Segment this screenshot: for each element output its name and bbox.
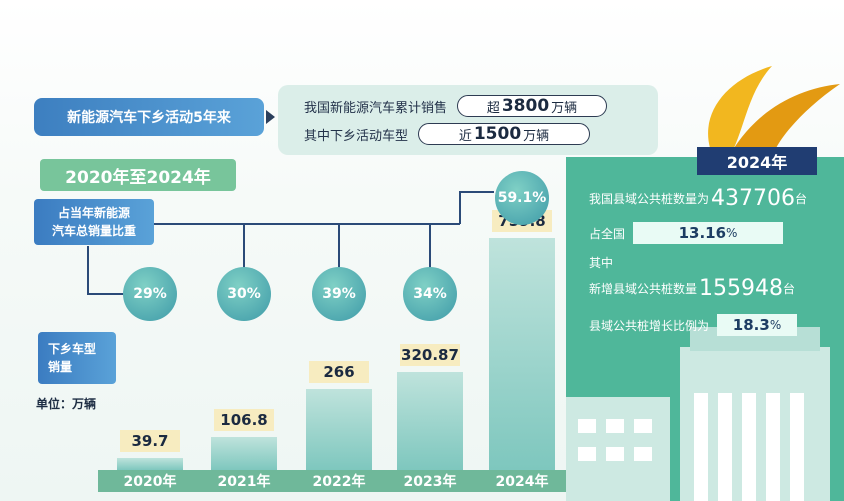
county-chargers-value: 437706 [711, 186, 795, 211]
rural-sales-value-box: 近 1500 万辆 [418, 123, 591, 145]
x-tick-label-5: 2024年 [495, 474, 549, 490]
county-chargers-stat: 我国县域公共桩数量为 437706 台 [589, 186, 807, 211]
rural-sales-unit: 万辆 [523, 128, 550, 144]
banner-arrow-icon [266, 110, 275, 124]
among-them-label: 其中 [589, 254, 613, 271]
among-them-text: 其中 [589, 256, 614, 270]
share-label-line2: 汽车总销量比重 [51, 224, 136, 238]
share-label: 占当年新能源 汽车总销量比重 [34, 199, 154, 245]
share-label-line1: 占当年新能源 [57, 206, 130, 220]
cumulative-sales-prefix: 超 [486, 100, 500, 116]
x-tick-label-1: 2020年 [123, 474, 177, 490]
growth-rate-value: 18.3 [732, 316, 770, 334]
share-circle-5: 59.1% [495, 171, 549, 225]
cumulative-sales-value: 3800 [501, 96, 550, 116]
new-chargers-unit: 台 [783, 282, 796, 296]
growth-rate-text: 县域公共桩增长比例为 [589, 318, 710, 333]
unit-label: 单位：万辆 [36, 397, 97, 411]
sales-label: 下乡车型 销量 [38, 332, 116, 384]
period-label: 2020年至2024年 [40, 159, 236, 191]
bar-value-label-3: 266 [309, 360, 369, 383]
new-chargers-value: 155948 [699, 276, 783, 301]
leaf-icon [708, 66, 840, 148]
county-chargers-text: 我国县域公共桩数量为 [589, 192, 710, 206]
national-share-stat: 占全国 13.16 % [589, 222, 784, 244]
bar-3 [306, 388, 372, 470]
cumulative-sales-unit: 万辆 [551, 100, 578, 116]
bar-value-label-2: 106.8 [214, 409, 274, 432]
county-chargers-unit: 台 [795, 192, 808, 206]
sales-summary-box: 我国新能源汽车累计销售 超 3800 万辆 其中下乡活动车型 近 1500 万辆 [278, 85, 658, 155]
growth-rate-box: 18.3 % [717, 314, 798, 336]
building-illustration [566, 327, 830, 501]
bar-1 [117, 457, 183, 470]
x-tick-label-3: 2022年 [312, 474, 366, 490]
bar-value-label-4: 320.87 [400, 344, 460, 367]
rural-sales-label: 其中下乡活动车型 [304, 128, 409, 144]
bar-2 [211, 437, 277, 470]
bar-5 [489, 238, 555, 470]
x-tick-label-4: 2023年 [403, 474, 457, 490]
year-badge: 2024年 [697, 147, 817, 175]
rural-sales-value: 1500 [473, 124, 522, 144]
share-circle-1: 29% [123, 267, 177, 321]
growth-rate-unit: % [769, 318, 782, 332]
share-circle-3: 39% [312, 267, 366, 321]
sales-label-line2: 销量 [48, 360, 73, 374]
new-chargers-text: 新增县域公共桩数量 [589, 282, 698, 296]
share-circle-4: 34% [403, 267, 457, 321]
rural-sales-prefix: 近 [458, 128, 472, 144]
growth-rate-stat: 县域公共桩增长比例为 18.3 % [589, 314, 798, 336]
share-circle-2: 30% [217, 267, 271, 321]
national-share-text: 占全国 [589, 226, 626, 241]
national-share-box: 13.16 % [633, 222, 784, 244]
right-panel [566, 157, 844, 501]
bar-4 [397, 372, 463, 470]
new-chargers-stat: 新增县域公共桩数量 155948 台 [589, 276, 795, 301]
banner-title: 新能源汽车下乡活动5年来 [34, 98, 264, 136]
cumulative-sales-label: 我国新能源汽车累计销售 [304, 100, 448, 116]
rural-sales-row: 其中下乡活动车型 近 1500 万辆 [304, 123, 591, 145]
x-axis-band [98, 470, 568, 492]
cumulative-sales-value-box: 超 3800 万辆 [457, 95, 608, 117]
cumulative-sales-row: 我国新能源汽车累计销售 超 3800 万辆 [304, 95, 608, 117]
x-tick-label-2: 2021年 [217, 474, 271, 490]
sales-label-line1: 下乡车型 [48, 342, 97, 356]
national-share-unit: % [726, 226, 738, 240]
bar-value-label-1: 39.7 [120, 429, 180, 452]
national-share-value: 13.16 [678, 224, 727, 242]
